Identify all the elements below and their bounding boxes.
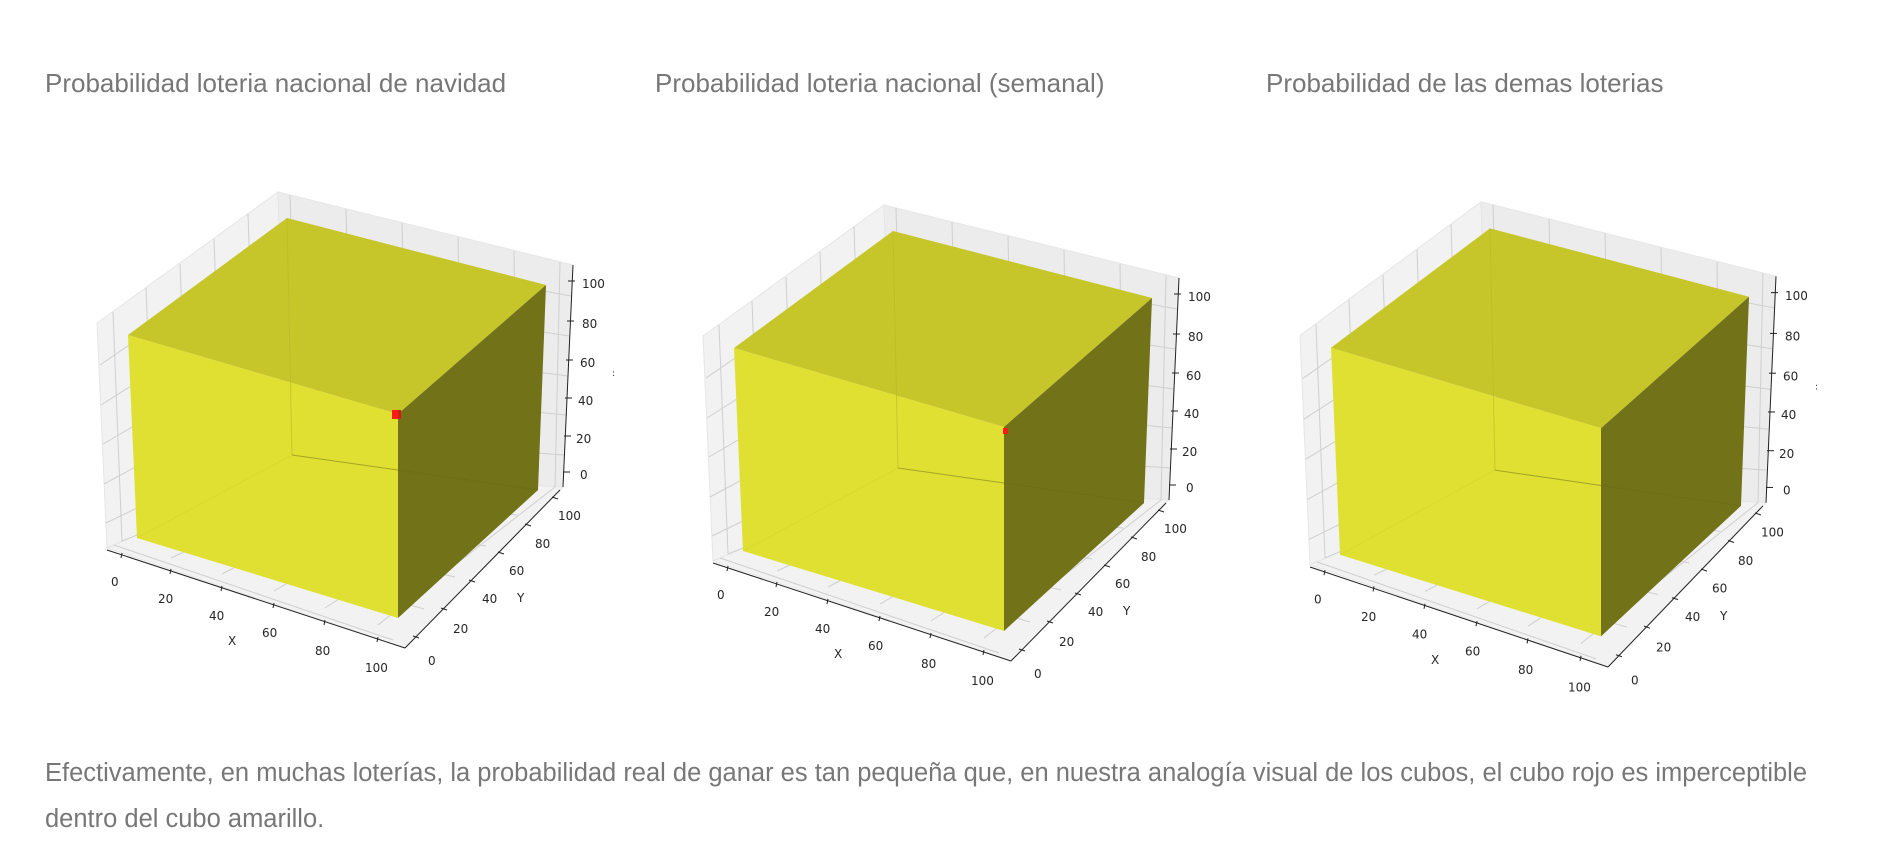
red-cube-semanal [1003, 428, 1008, 434]
caption-text: Efectivamente, en muchas loterías, la pr… [45, 759, 1808, 833]
svg-text::: : [1815, 382, 1818, 392]
svg-text:80: 80 [1188, 330, 1203, 344]
chart-semanal-labels: 0 20 40 60 80 100 X 0 20 40 60 80 100 Y … [717, 290, 1211, 688]
svg-text:60: 60 [868, 639, 883, 653]
svg-text:60: 60 [1465, 645, 1480, 659]
chart-semanal: 0 20 40 60 80 100 X 0 20 40 60 80 100 Y … [702, 204, 1211, 688]
svg-text:0: 0 [1631, 673, 1639, 687]
svg-text:60: 60 [1712, 581, 1727, 595]
svg-text:100: 100 [1761, 525, 1784, 539]
svg-text:100: 100 [1568, 680, 1591, 694]
svg-text:Y: Y [516, 591, 525, 605]
svg-text:0: 0 [1034, 667, 1042, 681]
chart-demas: 0 20 40 60 80 100 X 0 20 40 60 80 100 Y … [1299, 201, 1818, 695]
svg-text:40: 40 [1781, 408, 1796, 422]
svg-text:40: 40 [815, 622, 830, 636]
svg-text:0: 0 [428, 654, 436, 668]
svg-text:40: 40 [209, 609, 224, 623]
svg-text:60: 60 [1186, 369, 1201, 383]
svg-text:20: 20 [158, 592, 173, 606]
svg-text:100: 100 [1164, 522, 1187, 536]
svg-text:20: 20 [576, 432, 591, 446]
svg-text:20: 20 [1059, 635, 1074, 649]
svg-text:40: 40 [1088, 605, 1103, 619]
chart-demas-labels: 0 20 40 60 80 100 X 0 20 40 60 80 100 Y … [1314, 289, 1818, 695]
svg-text:20: 20 [764, 605, 779, 619]
svg-text:40: 40 [482, 592, 497, 606]
svg-text:20: 20 [1361, 610, 1376, 624]
svg-text:80: 80 [1785, 329, 1800, 343]
svg-text:80: 80 [921, 657, 936, 671]
svg-text:60: 60 [1115, 577, 1130, 591]
svg-text:0: 0 [1314, 593, 1322, 607]
svg-text:100: 100 [582, 277, 605, 291]
svg-text:0: 0 [580, 468, 588, 482]
svg-text:60: 60 [262, 626, 277, 640]
svg-text:100: 100 [971, 674, 994, 688]
svg-text:40: 40 [578, 394, 593, 408]
svg-text:20: 20 [1779, 447, 1794, 461]
svg-text:40: 40 [1184, 407, 1199, 421]
svg-text:40: 40 [1412, 627, 1427, 641]
svg-text:0: 0 [1186, 481, 1194, 495]
svg-text:X: X [228, 634, 236, 648]
svg-text::: : [612, 369, 615, 379]
svg-text:80: 80 [582, 317, 597, 331]
svg-text:40: 40 [1685, 610, 1700, 624]
chart-title-navidad: Probabilidad loteria nacional de navidad [45, 68, 507, 98]
svg-text:100: 100 [1188, 290, 1211, 304]
svg-text:60: 60 [509, 564, 524, 578]
chart-title-semanal: Probabilidad loteria nacional (semanal) [655, 68, 1105, 98]
svg-text:0: 0 [1783, 483, 1791, 497]
svg-text:80: 80 [1141, 550, 1156, 564]
svg-text:80: 80 [535, 537, 550, 551]
svg-text:100: 100 [365, 661, 388, 675]
svg-text:X: X [834, 647, 842, 661]
svg-text:80: 80 [1738, 554, 1753, 568]
svg-text:X: X [1431, 653, 1439, 667]
svg-text:100: 100 [558, 509, 581, 523]
chart-title-demas: Probabilidad de las demas loterias [1266, 68, 1664, 98]
svg-text:0: 0 [111, 575, 119, 589]
chart-navidad: 0 20 40 60 80 100 X 0 20 40 60 80 100 Y … [96, 191, 615, 675]
chart-navidad-labels: 0 20 40 60 80 100 X 0 20 40 60 80 100 Y … [111, 277, 615, 675]
svg-text:60: 60 [580, 356, 595, 370]
svg-text:20: 20 [1182, 445, 1197, 459]
red-cube-navidad [392, 410, 401, 419]
svg-text:Y: Y [1719, 609, 1728, 623]
svg-text:Y: Y [1122, 604, 1131, 618]
svg-text:100: 100 [1785, 289, 1808, 303]
svg-text:80: 80 [315, 644, 330, 658]
svg-text:60: 60 [1783, 369, 1798, 383]
svg-text:0: 0 [717, 588, 725, 602]
svg-text:20: 20 [453, 622, 468, 636]
svg-text:20: 20 [1656, 641, 1671, 655]
svg-text:80: 80 [1518, 663, 1533, 677]
